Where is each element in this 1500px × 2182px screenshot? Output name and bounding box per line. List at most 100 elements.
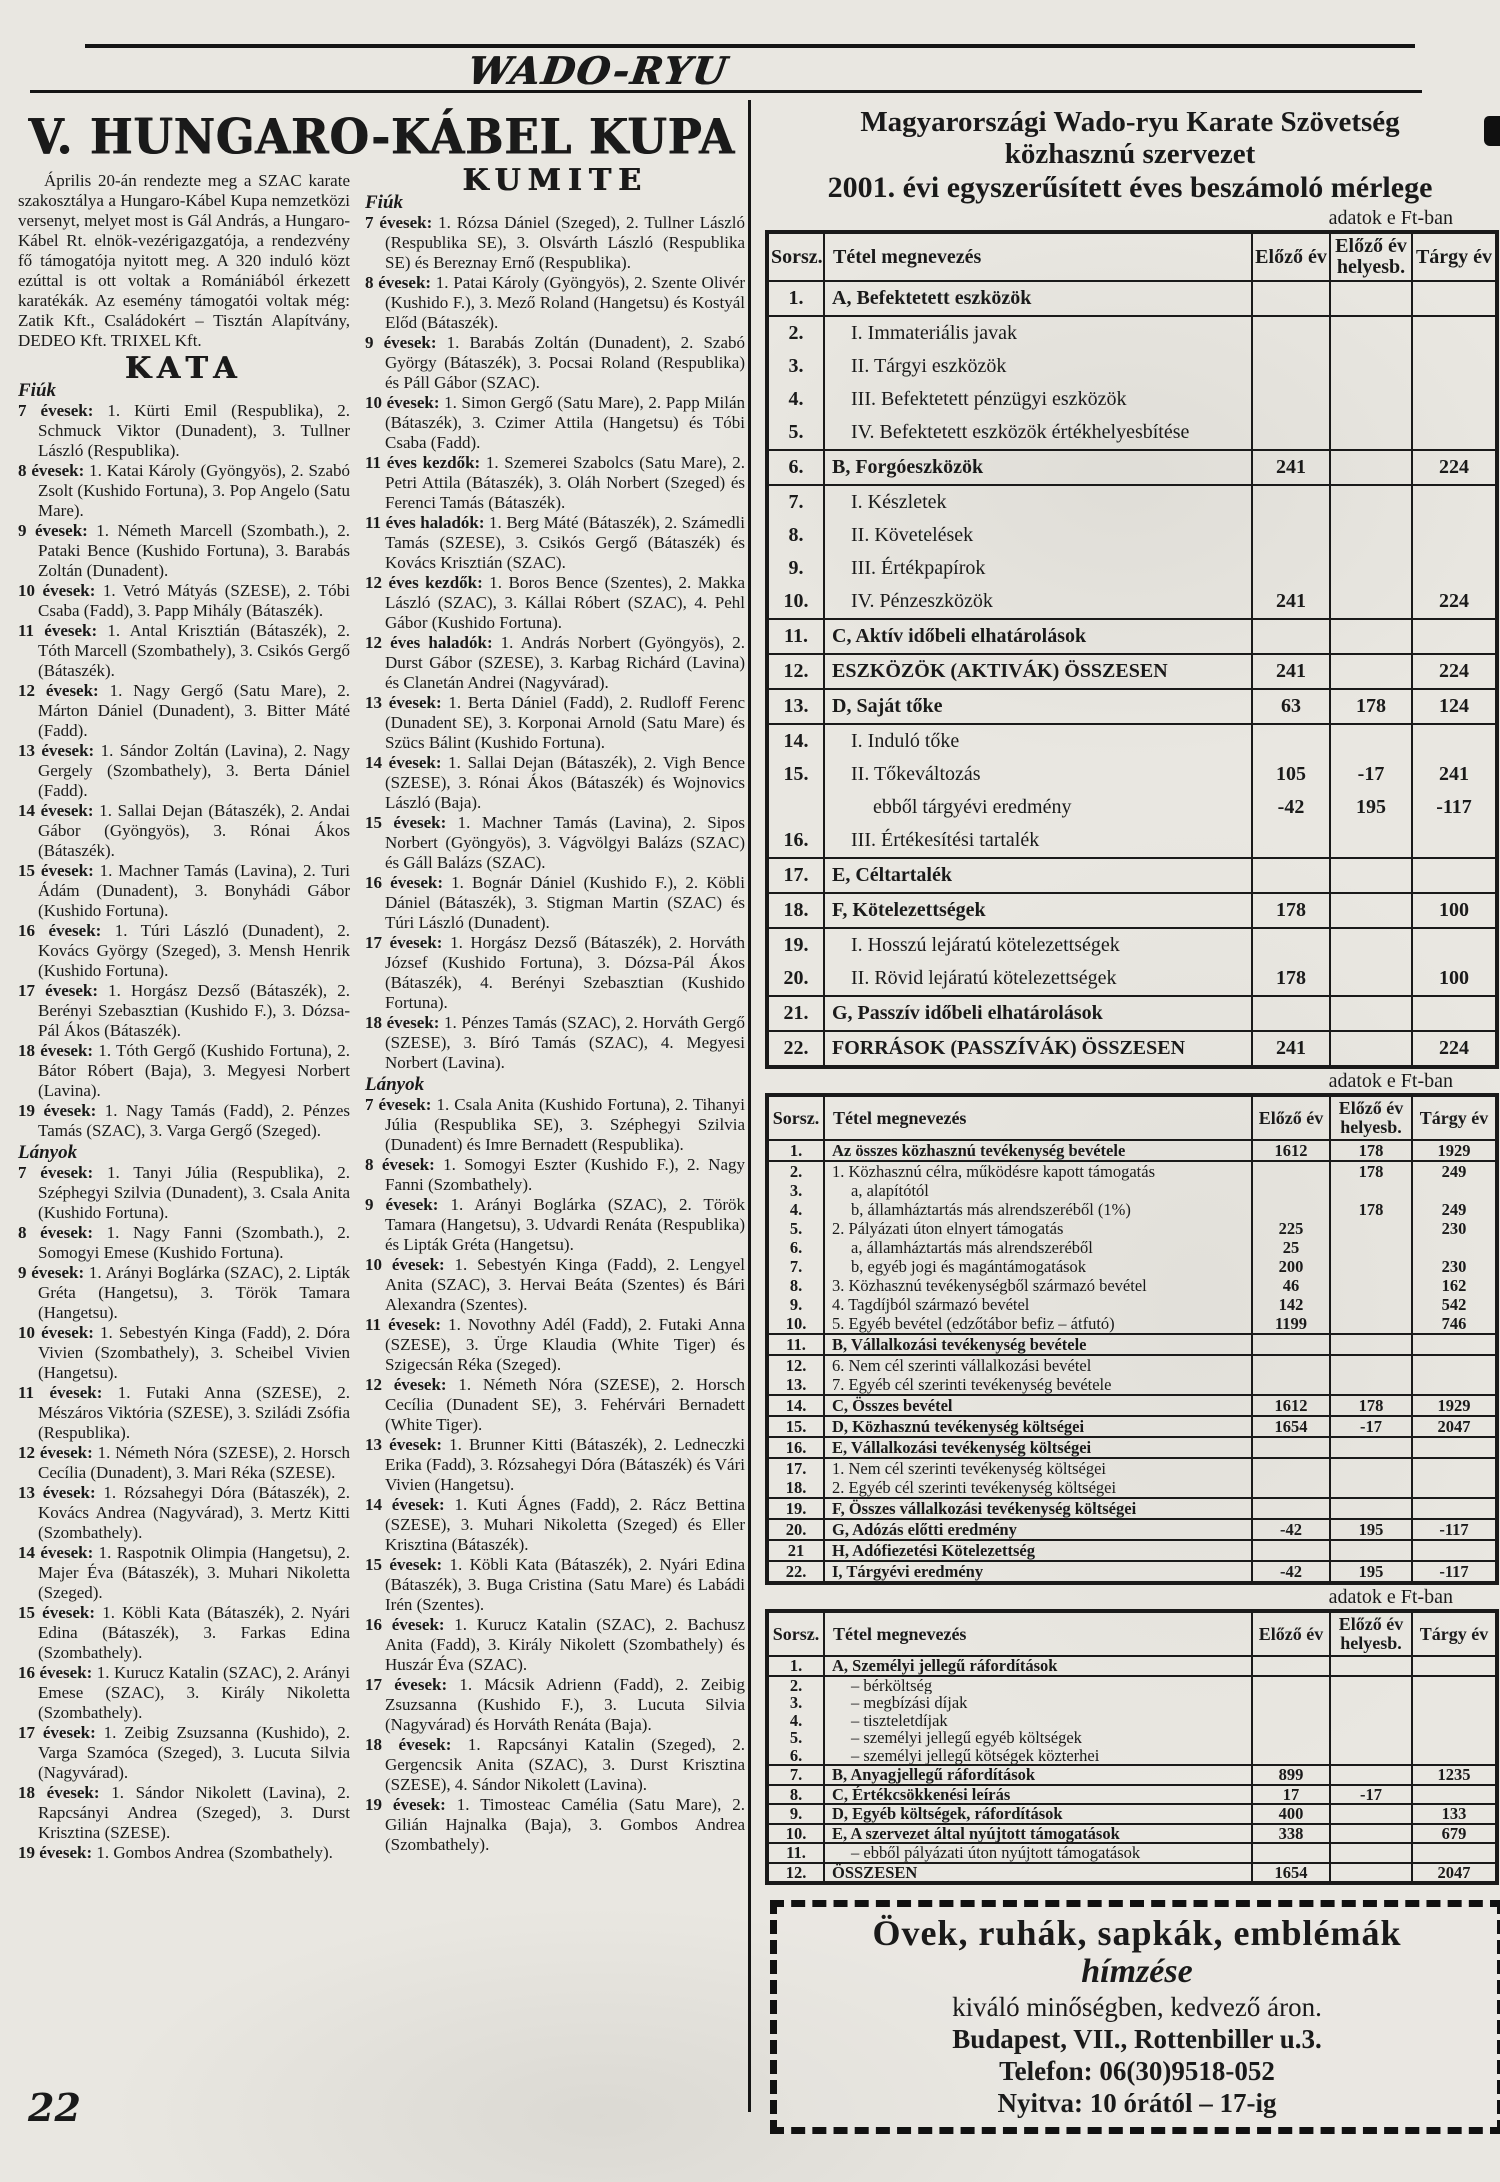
row-value <box>1329 1257 1413 1276</box>
row-label: – bérköltség <box>823 1675 1253 1694</box>
row-value <box>1251 1711 1331 1729</box>
row-number: 11. <box>766 1843 825 1863</box>
entry-age-label: 8 évesek: <box>365 273 432 292</box>
result-entry: 9 évesek: 1. Barabás Zoltán (Dunadent), … <box>365 333 745 392</box>
row-value <box>1411 416 1498 450</box>
table-row: 2. 1. Közhasznú célra, működésre kapott t… <box>766 1161 1498 1181</box>
ad-phone: Telefon: 06(30)9518-052 <box>999 2056 1275 2086</box>
entry-age-label: 13 évesek: <box>365 1435 443 1454</box>
table-row: 19. I. Hosszú lejáratú kötelezettségek <box>766 928 1498 962</box>
row-number: 19. <box>766 928 825 962</box>
table-row: 7. I. Készletek <box>766 485 1498 519</box>
row-value: 241 <box>1411 758 1498 791</box>
result-entry: 7 évesek: 1. Rózsa Dániel (Szeged), 2. T… <box>365 213 745 272</box>
table-row: 6. B, Forgóeszközök 241 224 <box>766 449 1498 486</box>
row-label: I. Induló tőke <box>823 724 1253 758</box>
row-label: – tiszteletdíjak <box>823 1711 1253 1729</box>
row-label: H, Adófiezetési Kötelezettség <box>823 1539 1253 1562</box>
row-value <box>1329 1843 1413 1863</box>
ad-quality-line: kiváló minőségben, kedvező áron. <box>952 1992 1322 2022</box>
row-label: C, Összes bevétel <box>823 1394 1253 1417</box>
row-value: 249 <box>1411 1161 1498 1181</box>
table-row: 8. C, Értékcsökkenési leírás 17 -17 <box>766 1783 1498 1805</box>
result-entry: 17 évesek: 1. Horgász Dezső (Bátaszék), … <box>365 933 745 1012</box>
result-entry: 12 évesek: 1. Németh Nóra (SZESE), 2. Ho… <box>18 1443 351 1482</box>
row-value <box>1329 1458 1413 1478</box>
result-entry: 9 évesek: 1. Arányi Boglárka (SZAC), 2. … <box>365 1195 745 1254</box>
row-value <box>1251 1675 1331 1694</box>
row-label: B, Anyagjellegű ráfordítások <box>823 1764 1253 1786</box>
result-entry: 8 évesek: 1. Katai Károly (Gyöngyös), 2.… <box>18 461 351 520</box>
result-entry: 18 évesek: 1. Rapcsányi Katalin (Szeged)… <box>365 1735 745 1794</box>
row-value: 195 <box>1329 791 1413 824</box>
row-label: I. Készletek <box>823 485 1253 519</box>
row-label: ESZKÖZÖK (AKTIVÁK) ÖSSZESEN <box>823 653 1253 690</box>
entry-age-label: 11 évesek: <box>365 1315 441 1334</box>
row-value <box>1329 1764 1413 1786</box>
result-entry: 8 évesek: 1. Nagy Fanni (Szombath.), 2. … <box>18 1223 350 1262</box>
table-row: 5. 2. Pályázati úton elnyert támogatás 225… <box>766 1219 1498 1238</box>
row-value <box>1251 485 1331 519</box>
col-header: Előző év helyesb. <box>1329 231 1413 282</box>
result-entry: 19 évesek: 1. Timosteac Camélia (Satu Ma… <box>365 1795 745 1854</box>
result-entry: 10 évesek: 1. Vetró Mátyás (SZESE), 2. T… <box>18 581 350 620</box>
row-value <box>1251 1746 1331 1765</box>
row-value: -117 <box>1411 1518 1498 1541</box>
row-value <box>1411 1436 1498 1459</box>
result-entry: 11 éves kezdők: 1. Szemerei Szabolcs (Sa… <box>365 453 745 512</box>
row-value <box>1251 316 1331 350</box>
row-value: 1654 <box>1251 1861 1331 1884</box>
row-value: 178 <box>1251 892 1331 929</box>
result-entry: 13 évesek: 1. Rózsahegyi Dóra (Bátaszék)… <box>18 1483 350 1542</box>
row-value <box>1411 1333 1498 1356</box>
row-label: C, Aktív időbeli elhatárolások <box>823 618 1253 655</box>
table-row: 17. E, Céltartalék <box>766 857 1498 894</box>
entry-age-label: 15 évesek: <box>18 1603 96 1622</box>
result-entry: 9 évesek: 1. Németh Marcell (Szombath.),… <box>18 521 350 580</box>
row-value: 142 <box>1251 1295 1331 1314</box>
table-row: 22. FORRÁSOK (PASSZÍVÁK) ÖSSZESEN 241 224 <box>766 1030 1498 1068</box>
row-number: 14. <box>766 1394 825 1417</box>
row-value: 2047 <box>1411 1415 1498 1438</box>
entry-age-label: 17 évesek: <box>365 933 443 952</box>
row-value <box>1329 1238 1413 1257</box>
row-value: 1612 <box>1251 1139 1331 1162</box>
row-value <box>1411 1478 1498 1498</box>
row-number: 4. <box>766 383 825 416</box>
kumite-boys-results: 7 évesek: 1. Rózsa Dániel (Szeged), 2. T… <box>365 213 745 1073</box>
row-value <box>1329 316 1413 350</box>
row-number: 10. <box>766 1314 825 1334</box>
table-row: 9. III. Értékpapírok <box>766 552 1498 585</box>
row-value <box>1251 995 1331 1032</box>
row-label: G, Adózás előtti eredmény <box>823 1518 1253 1541</box>
row-value <box>1251 280 1331 317</box>
row-label: IV. Pénzeszközök <box>823 585 1253 619</box>
entry-age-label: 8 évesek: <box>18 1223 93 1242</box>
row-number: 9. <box>766 1295 825 1314</box>
row-label: A, Befektetett eszközök <box>823 280 1253 317</box>
result-entry: 16 évesek: 1. Kurucz Katalin (SZAC), 2. … <box>365 1615 745 1674</box>
row-label: FORRÁSOK (PASSZÍVÁK) ÖSSZESEN <box>823 1030 1253 1068</box>
result-entry: 16 évesek: 1. Bognár Dániel (Kushido F.)… <box>365 873 745 932</box>
row-value <box>1329 449 1413 486</box>
row-value <box>1329 519 1413 552</box>
row-number: 2. <box>766 1161 825 1181</box>
result-entry: 17 évesek: 1. Mácsik Adrienn (Fadd), 2. … <box>365 1675 745 1734</box>
row-value: 124 <box>1411 688 1498 725</box>
table-row: 16. E, Vállalkozási tevékenység költségei <box>766 1436 1498 1459</box>
row-value <box>1411 1539 1498 1562</box>
row-value <box>1329 1276 1413 1295</box>
row-number: 12. <box>766 1861 825 1884</box>
row-value: 241 <box>1251 653 1331 690</box>
row-value <box>1411 383 1498 416</box>
row-value <box>1329 1355 1413 1375</box>
article-title: V. HUNGARO-KÁBEL KUPA <box>28 108 735 166</box>
entry-age-label: 14 évesek: <box>365 1495 445 1514</box>
table-row: 9. D, Egyéb költségek, ráfordítások 400 133 <box>766 1803 1498 1825</box>
row-number: 14. <box>766 724 825 758</box>
table-row: 18. F, Kötelezettségek 178 100 <box>766 892 1498 929</box>
table-row: 9. 4. Tagdíjból származó bevétel 142 542 <box>766 1295 1498 1314</box>
row-value <box>1411 350 1498 383</box>
kata-heading: KATA <box>124 351 244 386</box>
row-label: 6. Nem cél szerinti vállalkozási bevétel <box>823 1355 1253 1375</box>
